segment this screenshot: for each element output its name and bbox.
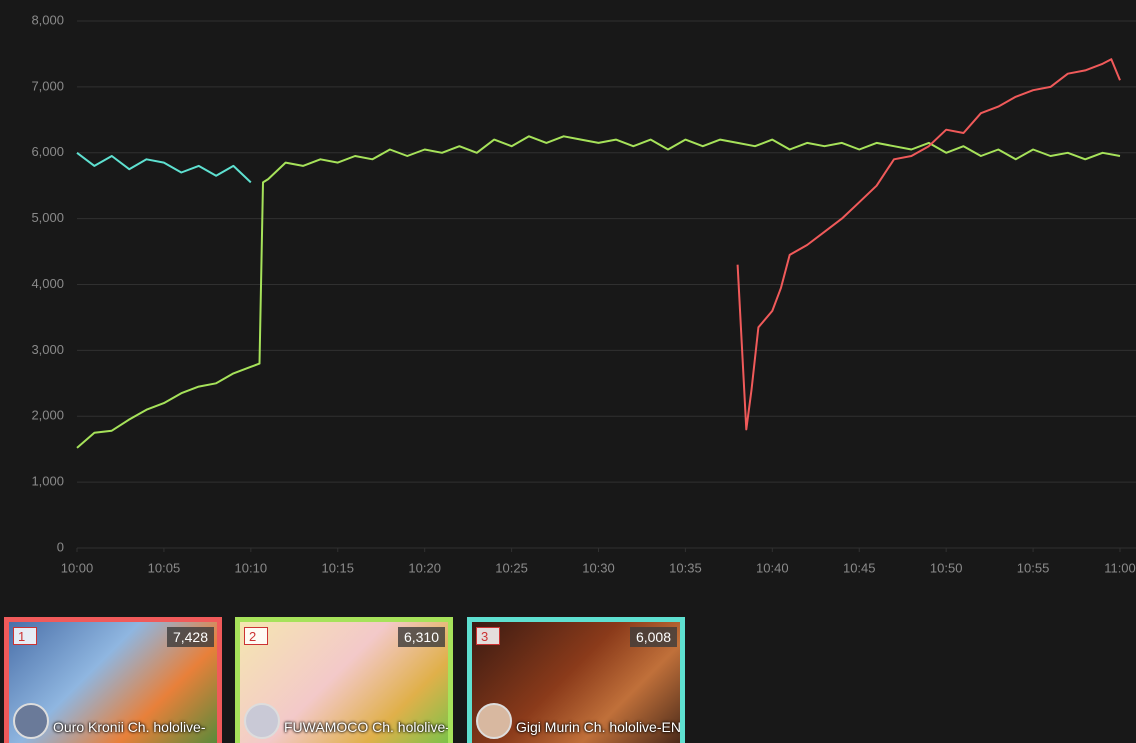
y-tick-label: 4,000 — [31, 276, 64, 291]
channel-name: FUWAMOCO Ch. hololive- — [284, 719, 450, 735]
x-tick-label: 10:35 — [669, 560, 702, 575]
channel-name: Ouro Kronii Ch. hololive- — [53, 719, 206, 735]
x-tick-label: 10:15 — [321, 560, 354, 575]
x-tick-label: 10:40 — [756, 560, 789, 575]
x-tick-label: 10:05 — [148, 560, 181, 575]
x-tick-label: 10:10 — [235, 560, 268, 575]
x-tick-label: 10:00 — [61, 560, 94, 575]
rank: 3 — [476, 627, 500, 645]
viewer-count: 6,008 — [629, 627, 677, 647]
y-tick-label: 8,000 — [31, 12, 64, 27]
y-tick-label: 2,000 — [31, 408, 64, 423]
avatar — [13, 703, 49, 739]
stream-card[interactable]: 1 7,428 Ouro Kronii Ch. hololive- — [4, 617, 222, 743]
rank: 1 — [13, 627, 37, 645]
y-tick-label: 6,000 — [31, 144, 64, 159]
y-tick-label: 7,000 — [31, 78, 64, 93]
avatar — [244, 703, 280, 739]
y-tick-label: 5,000 — [31, 210, 64, 225]
avatar — [476, 703, 512, 739]
channel-name: Gigi Murin Ch. hololive-EN — [516, 719, 681, 735]
x-tick-label: 11:00 — [1104, 560, 1136, 575]
rank: 2 — [244, 627, 268, 645]
series-line — [736, 58, 1121, 431]
x-tick-label: 10:20 — [408, 560, 441, 575]
viewer-count: 7,428 — [166, 627, 214, 647]
series-line — [76, 135, 1121, 449]
stream-card[interactable]: 2 6,310 FUWAMOCO Ch. hololive- — [235, 617, 453, 743]
y-tick-label: 3,000 — [31, 342, 64, 357]
y-tick-label: 1,000 — [31, 474, 64, 489]
viewer-count: 6,310 — [397, 627, 445, 647]
x-tick-label: 10:25 — [495, 560, 528, 575]
stream-card[interactable]: 3 6,008 Gigi Murin Ch. hololive-EN — [467, 617, 685, 743]
y-tick-label: 0 — [57, 539, 64, 554]
x-tick-label: 10:45 — [843, 560, 876, 575]
x-tick-label: 10:55 — [1017, 560, 1050, 575]
x-tick-label: 10:30 — [582, 560, 615, 575]
series-line — [76, 152, 252, 184]
chart: 0 1,000 2,000 3,000 4,000 5,000 6,000 7,000 8,00… — [31, 12, 1136, 575]
x-tick-label: 10:50 — [930, 560, 963, 575]
